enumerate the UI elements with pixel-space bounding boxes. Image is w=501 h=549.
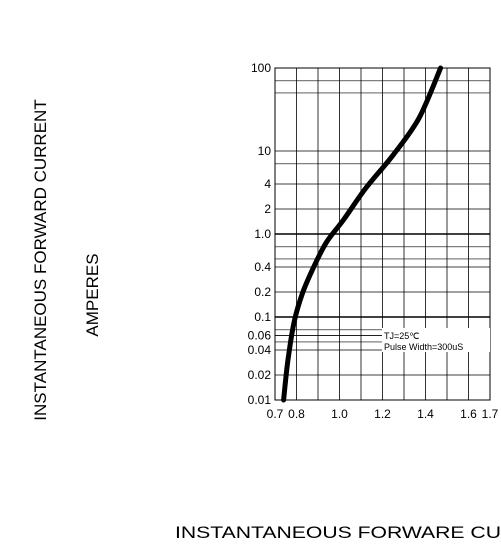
x-tick-label: 1.6 [460,407,477,421]
series-point [364,188,366,190]
series-point [418,117,420,119]
series-point [440,67,442,69]
series-point [293,320,295,322]
series [281,65,444,403]
series-point [392,154,394,156]
tick-labels: 100 10 4 2 1.0 0.4 0.2 0.1 0.060.04 0.02 0.010.7 0.… [248,61,499,421]
series-point [326,241,328,243]
x-tick-label: 1.7 [482,407,499,421]
y-tick-label: 0.01 [248,393,272,407]
series-point [283,399,285,401]
x-tick-label: 1.2 [374,407,391,421]
y-tick-label: 0.04 [248,343,272,357]
annotation-pulse-width: Pulse Width=300uS [384,342,463,352]
series-point [302,291,304,293]
series-point [287,359,289,361]
y-tick-label: 10 [258,144,272,158]
y-axis-title: INSTANTANEOUS FORWARD CURRENT [31,99,50,420]
y-tick-label: 0.4 [254,260,271,274]
x-tick-label: 1.4 [417,407,434,421]
x-tick-label: 0.7 [267,407,284,421]
y-tick-label: 0.06 [248,328,272,342]
series-point [313,266,315,268]
x-axis-title: INSTANTANEOUS FORWARE CU [175,523,501,542]
annotation-tj: TJ=25℃ [384,331,419,341]
y-tick-label: 1.0 [254,227,271,241]
x-tick-label: 1.0 [331,407,348,421]
y-tick-label: 0.02 [248,368,272,382]
x-tick-label: 0.8 [288,407,305,421]
series-point [343,218,345,220]
y-tick-label: 0.2 [254,285,271,299]
y-tick-label: 2 [264,202,271,216]
y-axis-unit: AMPERES [83,253,102,336]
y-tick-label: 4 [264,177,271,191]
y-tick-label: 100 [251,61,271,75]
annotation-box [382,328,490,352]
y-tick-label: 0.1 [254,310,271,324]
